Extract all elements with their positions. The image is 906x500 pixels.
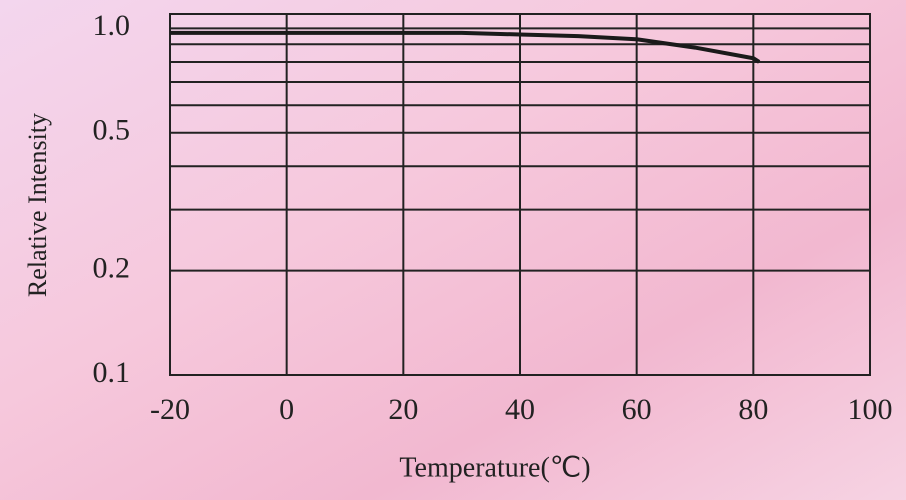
y-tick-label: 0.2 xyxy=(93,252,131,285)
x-tick-label: 80 xyxy=(738,393,768,426)
plot-frame xyxy=(169,13,871,376)
x-tick-label: 20 xyxy=(388,393,418,426)
y-tick-label: 1.0 xyxy=(93,9,131,42)
x-tick-label: -20 xyxy=(150,393,190,426)
x-tick-label: 60 xyxy=(622,393,652,426)
y-axis-label: Relative Intensity xyxy=(23,113,52,297)
data-line xyxy=(170,30,761,64)
y-tick-label: 0.1 xyxy=(93,356,131,389)
x-tick-label: 40 xyxy=(505,393,535,426)
x-axis-label: Temperature(℃) xyxy=(399,452,590,483)
y-tick-label: 0.5 xyxy=(93,114,131,147)
x-tick-label: 0 xyxy=(279,393,294,426)
x-tick-label: 100 xyxy=(848,393,893,426)
